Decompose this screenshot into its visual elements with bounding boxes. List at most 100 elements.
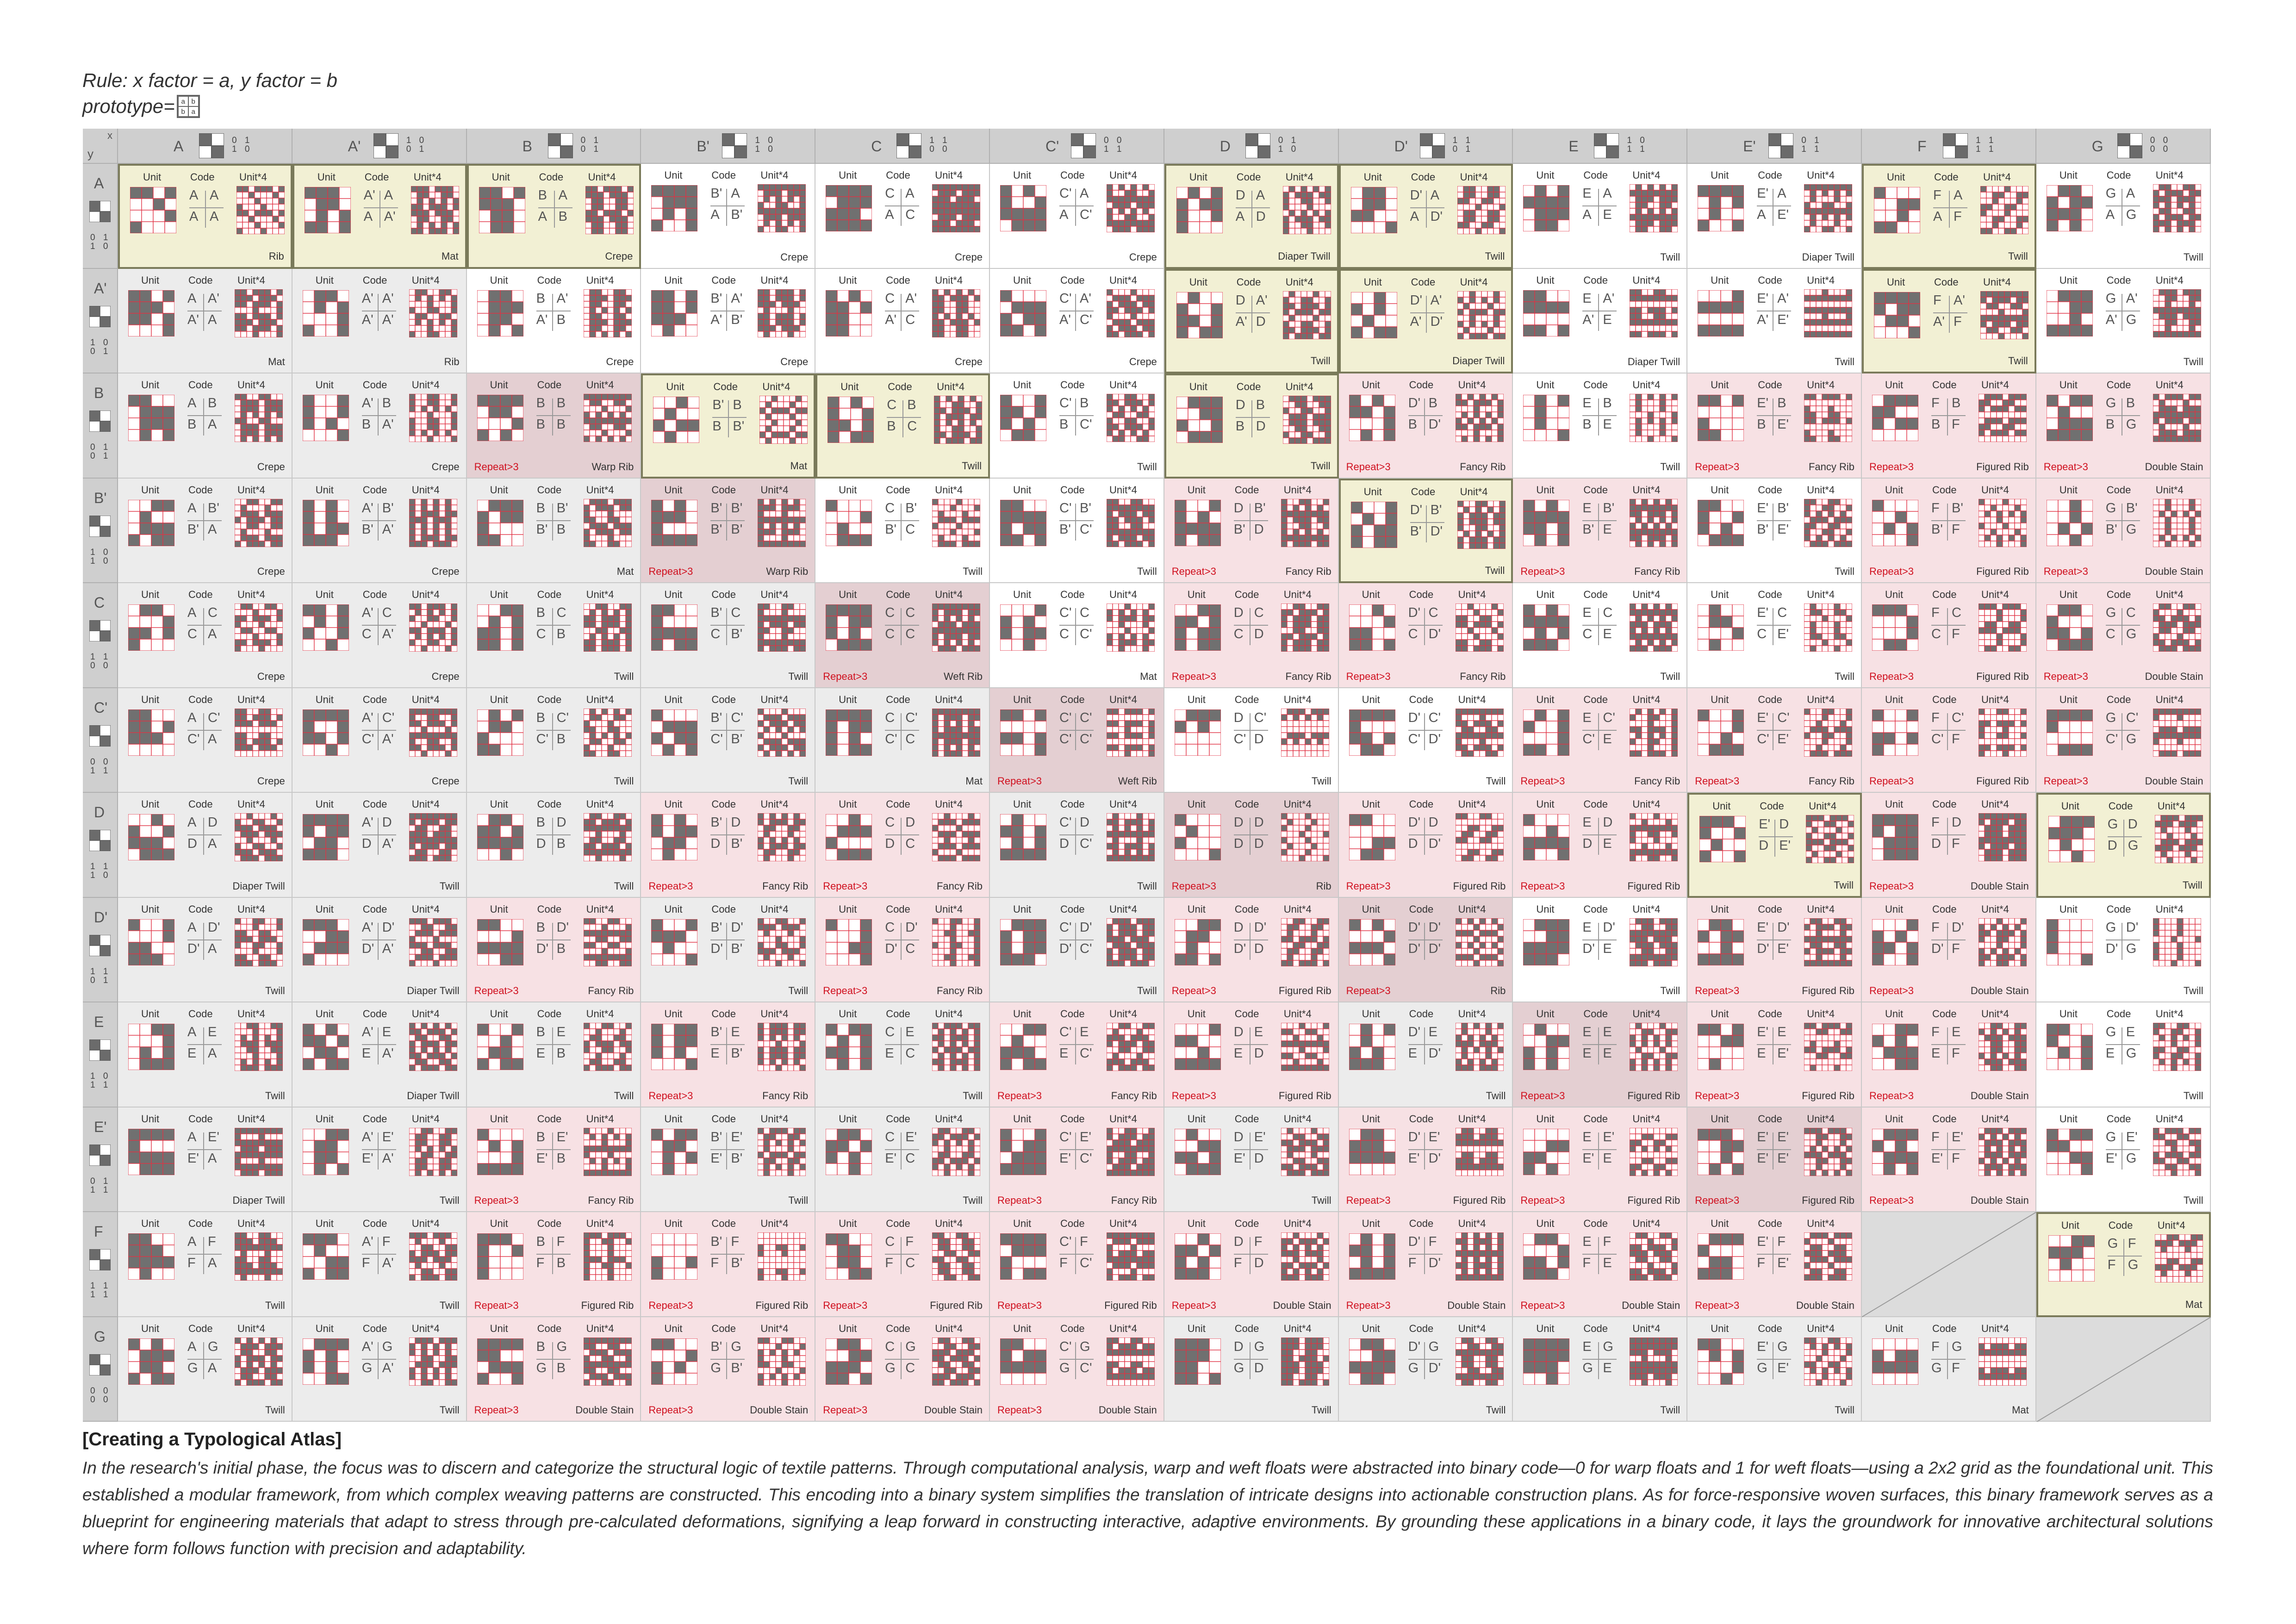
pattern-cell[interactable]: Unit Code Unit*4 E' B' B' E' Twill: [1687, 478, 1862, 583]
weave-square: [1475, 291, 1482, 298]
weave-square: [1846, 436, 1853, 442]
pattern-cell[interactable]: Unit Code Unit*4 G B B G Double Stain Repeat>3: [2036, 373, 2211, 479]
pattern-cell[interactable]: Unit Code Unit*4 E A A E Twill: [1513, 164, 1688, 269]
pattern-cell[interactable]: Unit Code Unit*4 D B' B' D Fancy Rib Repeat>3: [1164, 478, 1339, 583]
weave-square: [2020, 534, 2027, 541]
pattern-cell[interactable]: Unit Code Unit*4 B A A B Crepe: [467, 164, 641, 269]
weave-square: [1462, 536, 1470, 543]
pattern-cell[interactable]: Unit Code Unit*4 G A A G Twill: [2036, 164, 2211, 269]
weave-square: [409, 399, 416, 406]
pattern-cell[interactable]: Unit Code Unit*4 A A' A' A Mat: [118, 268, 292, 373]
pattern-cell[interactable]: Unit Code Unit*4 F A' A' F Twill: [1862, 268, 2036, 373]
weave-square: [264, 510, 271, 517]
pattern-cell[interactable]: Unit Code Unit*4 E' A' A' E' Twill: [1687, 268, 1862, 373]
pattern-cell[interactable]: Unit Code Unit*4 C B' B' C Twill: [815, 478, 990, 583]
pattern-cell[interactable]: Unit Code Unit*4 B' A A B' Crepe: [641, 164, 816, 269]
pattern-cell[interactable]: Unit Code Unit*4 D' A A D' Twill: [1338, 164, 1513, 269]
pattern-cell[interactable]: Unit Code Unit*4 B B' B' B Mat: [467, 478, 641, 583]
pattern-cell[interactable]: Unit Code Unit*4 C' A' A' C' Crepe: [990, 268, 1164, 373]
pattern-cell[interactable]: Unit Code Unit*4 A' A A A' Mat: [292, 164, 467, 269]
pattern-cell[interactable]: Unit Code Unit*4 D B B D Twill: [1164, 373, 1339, 479]
pattern-cell[interactable]: Unit Code Unit*4 E' A A E' Diaper Twill: [1687, 164, 1862, 269]
pattern-cell[interactable]: Unit Code Unit*4 B C C B Twill: [467, 583, 641, 688]
pattern-cell[interactable]: Unit Code Unit*4 C' B' B' C' Twill: [990, 478, 1164, 583]
pattern-cell[interactable]: Unit Code Unit*4 C B B C Twill: [815, 373, 990, 479]
binary-row: 0 1: [406, 144, 427, 154]
weave-square: [2195, 289, 2201, 296]
weave-square: [1493, 518, 1500, 525]
pattern-cell[interactable]: Unit Code Unit*4 C' B B C' Twill: [990, 373, 1164, 479]
pattern-cell[interactable]: Unit Code Unit*4 A' C C A' Crepe: [292, 583, 467, 688]
pattern-cell[interactable]: Unit Code Unit*4 D A A D Diaper Twill: [1164, 164, 1339, 269]
pattern-cell[interactable]: Unit Code Unit*4 A B B A Crepe: [118, 373, 292, 479]
weave-square: [2014, 399, 2021, 406]
prototype-cell: a: [178, 96, 188, 106]
pattern-cell[interactable]: Unit Code Unit*4 G B' B' G Double Stain Repeat>3: [2036, 478, 2211, 583]
weave-square: [781, 528, 789, 535]
pattern-cell[interactable]: Unit Code Unit*4 C A A C Crepe: [815, 164, 990, 269]
weave-square: [597, 222, 604, 229]
weave-square: [1990, 405, 1997, 412]
weave-square: [2153, 399, 2159, 406]
weave-square: [1665, 504, 1673, 511]
weave-square: [2165, 196, 2172, 203]
weave-square: [1000, 429, 1012, 441]
weave-square: [1804, 208, 1811, 215]
pattern-cell[interactable]: Unit Code Unit*4 B' B' B' B' Warp Rib Repeat>3: [641, 478, 816, 583]
weave-square: [1299, 498, 1306, 505]
weave-square: [1992, 291, 1999, 298]
weave-square: [445, 417, 452, 424]
weave-square: [2081, 534, 2093, 546]
pattern-cell[interactable]: Unit Code Unit*4 E B' B' E Fancy Rib Repeat>3: [1513, 478, 1688, 583]
weave-square: [2195, 411, 2201, 418]
pattern-cell[interactable]: Unit Code Unit*4 B B B B Warp Rib Repeat>3: [467, 373, 641, 479]
pattern-cell[interactable]: Unit Code Unit*4 A' B' B' A' Crepe: [292, 478, 467, 583]
weave-square: [1350, 326, 1363, 338]
pattern-cell[interactable]: Unit Code Unit*4 C' A A C' Crepe: [990, 164, 1164, 269]
pattern-cell[interactable]: Unit Code Unit*4 A' A' A' A' Rib: [292, 268, 467, 373]
pattern-cell[interactable]: Unit Code Unit*4 G A' A' G Twill: [2036, 268, 2211, 373]
weave-square: [974, 208, 981, 215]
pattern-cell[interactable]: Unit Code Unit*4 E' B B E' Fancy Rib Repeat>3: [1687, 373, 1862, 479]
pattern-cell[interactable]: Unit Code Unit*4 F B B F Figured Rib Repeat>3: [1862, 373, 2036, 479]
weave-square: [783, 401, 790, 408]
pattern-cell[interactable]: Unit Code Unit*4 B' A' A' B' Crepe: [641, 268, 816, 373]
weave-square: [1281, 540, 1288, 547]
weave-square: [687, 397, 700, 409]
pattern-cell[interactable]: Unit Code Unit*4 B' C C B' Twill: [641, 583, 816, 688]
weave-square: [1641, 220, 1649, 227]
weave-square: [1828, 226, 1835, 232]
code-label: Code: [711, 169, 736, 181]
weave-square: [1199, 221, 1212, 233]
pattern-cell[interactable]: Unit Code Unit*4 D A' A' D Twill: [1164, 268, 1339, 373]
weave-square: [2016, 210, 2023, 217]
weave-square: [1804, 294, 1811, 302]
weave-square: [235, 522, 241, 529]
unit-weave: [128, 395, 174, 441]
pattern-cell[interactable]: Unit Code Unit*4 A' B B A' Crepe: [292, 373, 467, 479]
pattern-cell[interactable]: Unit Code Unit*4 F B' B' F Figured Rib Repeat>3: [1862, 478, 2036, 583]
weave-square: [685, 312, 698, 325]
pattern-cell[interactable]: Unit Code Unit*4 F A A F Twill: [1862, 164, 2036, 269]
weave-square: [946, 413, 952, 420]
code-label: Code: [188, 589, 213, 600]
weave-square: [862, 419, 874, 432]
weave-square: [1176, 198, 1188, 211]
weave-square: [1653, 423, 1661, 430]
pattern-cell[interactable]: Unit Code Unit*4 A B' B' A Crepe: [118, 478, 292, 583]
pattern-cell[interactable]: Unit Code Unit*4 C A' A' C Crepe: [815, 268, 990, 373]
code-letter: C: [536, 627, 546, 641]
pattern-cell[interactable]: Unit Code Unit*4 E A' A' E Diaper Twill: [1513, 268, 1688, 373]
weave-square: [799, 306, 806, 314]
pattern-cell[interactable]: Unit Code Unit*4 D' B B D' Fancy Rib Repeat>3: [1338, 373, 1513, 479]
weave-square: [775, 516, 783, 523]
weave-square: [270, 312, 277, 320]
pattern-cell[interactable]: Unit Code Unit*4 B' B B B' Mat: [641, 373, 816, 479]
pattern-cell[interactable]: Unit Code Unit*4 D' B' B' D' Twill: [1338, 478, 1513, 583]
pattern-cell[interactable]: Unit Code Unit*4 B A' A' B Crepe: [467, 268, 641, 373]
pattern-cell[interactable]: Unit Code Unit*4 D' A' A' D' Diaper Twill: [1338, 268, 1513, 373]
pattern-cell[interactable]: Unit Code Unit*4 A C C A Crepe: [118, 583, 292, 688]
pattern-cell[interactable]: Unit Code Unit*4 A A A A Rib: [118, 164, 292, 269]
pattern-cell[interactable]: Unit Code Unit*4 E B B E Twill: [1513, 373, 1688, 479]
weave-square: [615, 198, 622, 205]
